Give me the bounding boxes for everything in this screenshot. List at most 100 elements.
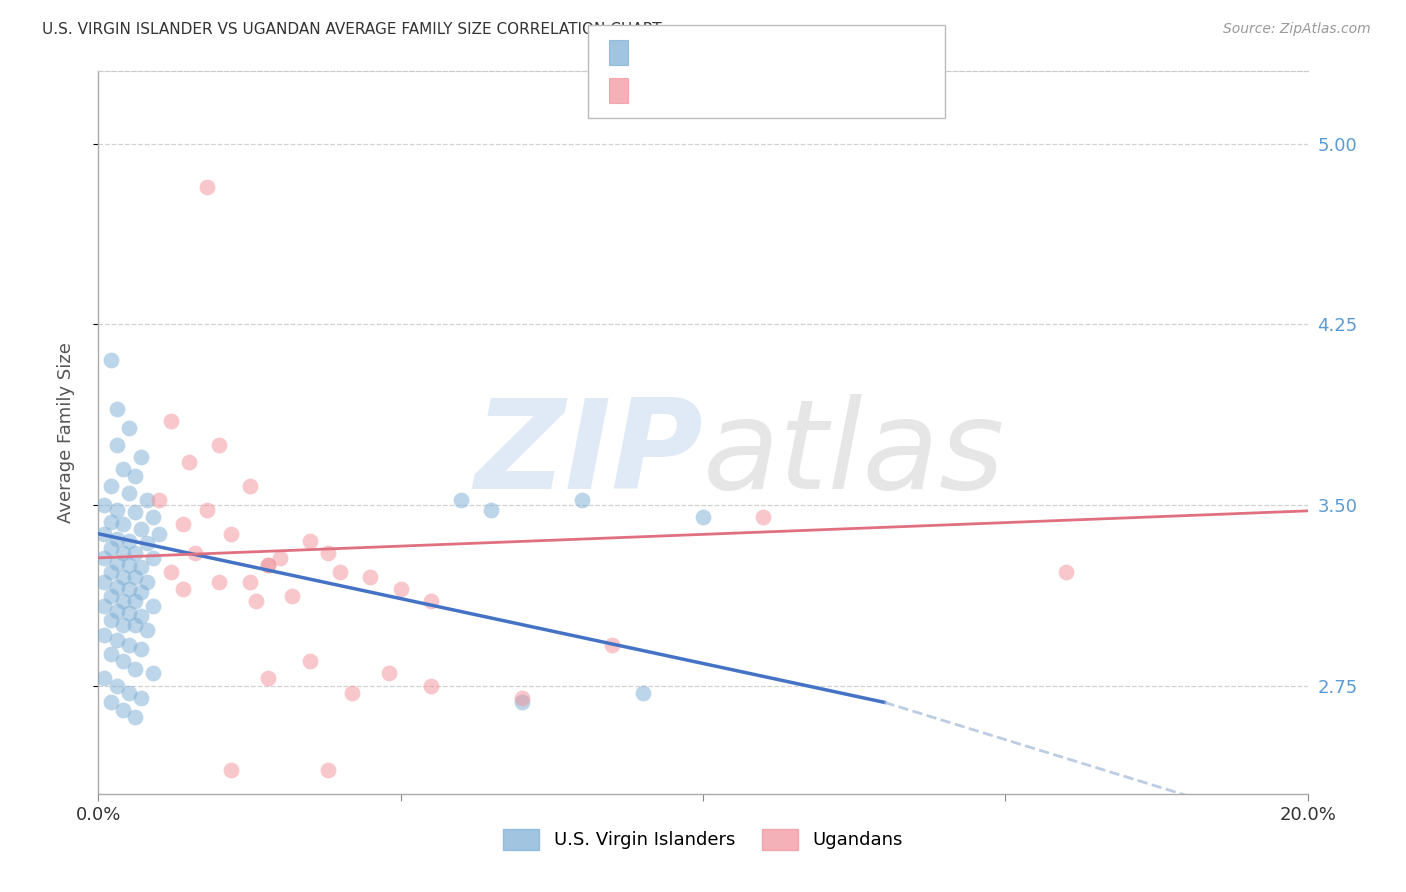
Point — [118, 485, 141, 500]
Point — [124, 570, 146, 584]
Point — [1054, 566, 1077, 580]
Point — [420, 594, 443, 608]
Point — [377, 666, 399, 681]
Point — [256, 671, 278, 685]
Text: R = -0.431  N = 72: R = -0.431 N = 72 — [640, 44, 811, 62]
Point — [329, 566, 352, 580]
Point — [172, 582, 194, 597]
Point — [129, 450, 152, 464]
Point — [118, 607, 141, 621]
Point — [184, 546, 207, 560]
Point — [752, 510, 775, 524]
Point — [481, 502, 503, 516]
Point — [692, 510, 714, 524]
Point — [105, 401, 128, 416]
Point — [135, 536, 157, 550]
Point — [111, 570, 134, 584]
Point — [299, 533, 322, 548]
Point — [100, 695, 122, 709]
Point — [142, 666, 165, 681]
Point — [195, 180, 218, 194]
Point — [221, 526, 243, 541]
Point — [389, 582, 412, 597]
Point — [100, 541, 122, 556]
Point — [135, 493, 157, 508]
Text: U.S. VIRGIN ISLANDER VS UGANDAN AVERAGE FAMILY SIZE CORRELATION CHART: U.S. VIRGIN ISLANDER VS UGANDAN AVERAGE … — [42, 22, 662, 37]
Point — [124, 662, 146, 676]
Point — [510, 695, 533, 709]
Point — [111, 462, 134, 476]
Point — [105, 580, 128, 594]
Point — [571, 493, 593, 508]
Point — [160, 566, 183, 580]
Point — [118, 686, 141, 700]
Point — [360, 570, 382, 584]
Y-axis label: Average Family Size: Average Family Size — [56, 343, 75, 523]
Point — [118, 582, 141, 597]
Point — [105, 632, 128, 647]
Text: atlas: atlas — [703, 393, 1005, 515]
Point — [195, 502, 218, 516]
Point — [111, 517, 134, 532]
Point — [269, 550, 291, 565]
Point — [124, 710, 146, 724]
Point — [124, 505, 146, 519]
Point — [160, 414, 183, 428]
Point — [93, 574, 115, 589]
Point — [129, 560, 152, 574]
Text: ZIP: ZIP — [474, 393, 703, 515]
Point — [100, 614, 122, 628]
Point — [172, 517, 194, 532]
Point — [105, 502, 128, 516]
Point — [148, 526, 170, 541]
Point — [208, 574, 231, 589]
Point — [105, 556, 128, 570]
Point — [256, 558, 278, 573]
Point — [299, 654, 322, 668]
Point — [256, 558, 278, 573]
Point — [239, 574, 262, 589]
Point — [93, 550, 115, 565]
Point — [105, 438, 128, 452]
Text: Source: ZipAtlas.com: Source: ZipAtlas.com — [1223, 22, 1371, 37]
Point — [124, 546, 146, 560]
Point — [118, 421, 141, 435]
Point — [105, 678, 128, 692]
Point — [135, 623, 157, 637]
Point — [118, 638, 141, 652]
Text: R =  0.053  N = 36: R = 0.053 N = 36 — [640, 82, 810, 100]
Point — [93, 498, 115, 512]
Point — [148, 493, 170, 508]
Point — [93, 628, 115, 642]
Point — [129, 584, 152, 599]
Point — [124, 594, 146, 608]
Point — [540, 822, 562, 837]
Point — [342, 686, 364, 700]
Point — [631, 686, 654, 700]
Point — [111, 546, 134, 560]
Point — [510, 690, 533, 705]
Legend: U.S. Virgin Islanders, Ugandans: U.S. Virgin Islanders, Ugandans — [496, 822, 910, 857]
Point — [105, 604, 128, 618]
Point — [93, 599, 115, 613]
Point — [124, 618, 146, 632]
Point — [111, 618, 134, 632]
Point — [118, 558, 141, 573]
Point — [239, 478, 262, 492]
Point — [129, 642, 152, 657]
Point — [93, 671, 115, 685]
Point — [93, 526, 115, 541]
Point — [129, 690, 152, 705]
Point — [135, 574, 157, 589]
Point — [208, 438, 231, 452]
Point — [111, 594, 134, 608]
Point — [129, 608, 152, 623]
Point — [281, 590, 304, 604]
Point — [316, 763, 339, 777]
Point — [124, 469, 146, 483]
Point — [245, 594, 267, 608]
Point — [100, 590, 122, 604]
Point — [142, 510, 165, 524]
Point — [100, 353, 122, 368]
Point — [105, 532, 128, 546]
